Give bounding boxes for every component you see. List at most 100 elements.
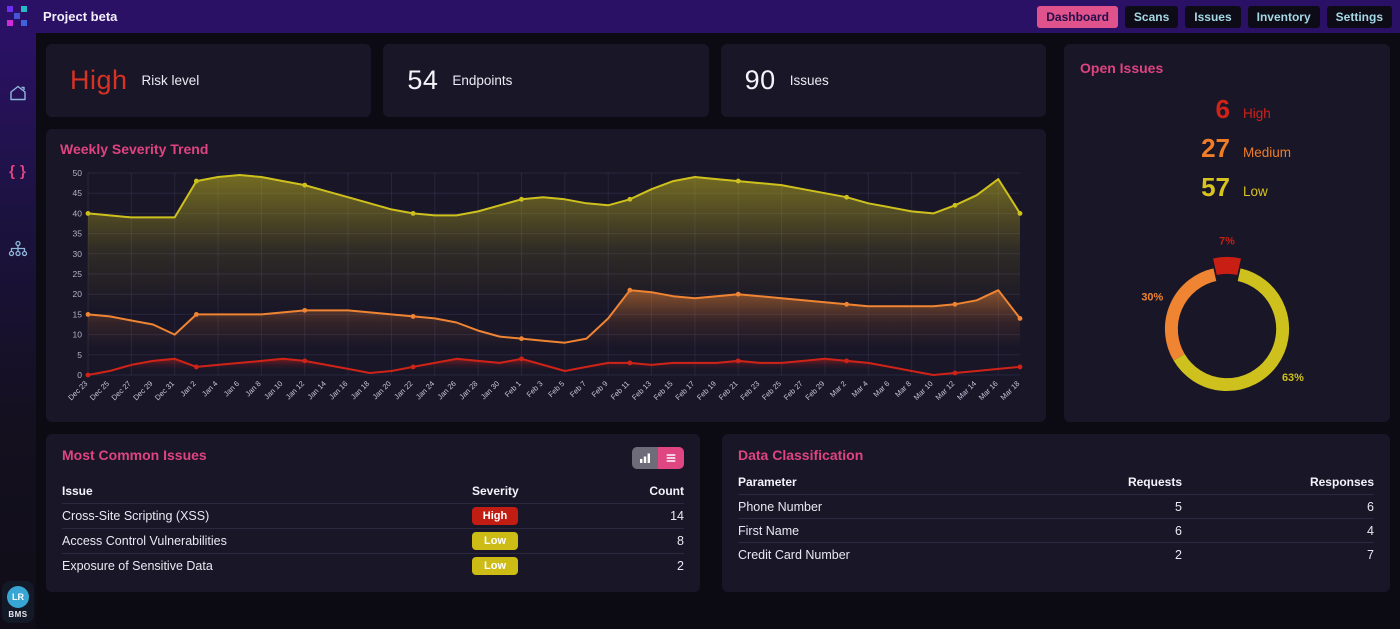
svg-text:Feb 25: Feb 25 bbox=[760, 379, 783, 402]
endpoints-value: 54 bbox=[407, 65, 439, 95]
chart-view-button[interactable] bbox=[632, 447, 658, 469]
svg-text:Mar 6: Mar 6 bbox=[871, 379, 891, 399]
svg-text:Feb 27: Feb 27 bbox=[782, 379, 805, 402]
requests-value: 6 bbox=[1175, 523, 1182, 538]
open-issues-count: 6 bbox=[1215, 94, 1230, 124]
most-common-issues-title: Most Common Issues bbox=[62, 447, 207, 463]
issue-name: Exposure of Sensitive Data bbox=[62, 559, 213, 573]
svg-text:Feb 11: Feb 11 bbox=[609, 379, 631, 401]
svg-text:Jan 20: Jan 20 bbox=[371, 379, 393, 401]
network-icon[interactable] bbox=[6, 237, 30, 261]
svg-text:10: 10 bbox=[73, 330, 83, 340]
responses-value: 7 bbox=[1367, 547, 1374, 562]
severity-badge: High bbox=[472, 507, 518, 525]
svg-text:Feb 29: Feb 29 bbox=[803, 379, 826, 402]
svg-text:Mar 14: Mar 14 bbox=[955, 379, 978, 402]
svg-text:5: 5 bbox=[77, 350, 82, 360]
user-card[interactable]: LR BMS bbox=[2, 581, 34, 623]
donut-label-low: 63% bbox=[1282, 372, 1304, 384]
svg-text:30: 30 bbox=[73, 249, 83, 259]
svg-text:Feb 23: Feb 23 bbox=[738, 379, 761, 402]
open-issues-count: 57 bbox=[1201, 172, 1230, 202]
open-issues-panel: Open Issues 6 High 27 Medium 57 Low 7% 63% 30% bbox=[1064, 44, 1390, 422]
col-parameter: Parameter bbox=[738, 475, 797, 489]
svg-text:Jan 18: Jan 18 bbox=[349, 379, 371, 401]
svg-text:Jan 6: Jan 6 bbox=[222, 379, 241, 398]
svg-text:Feb 21: Feb 21 bbox=[717, 379, 740, 402]
svg-text:Jan 10: Jan 10 bbox=[262, 379, 284, 401]
requests-value: 5 bbox=[1175, 499, 1182, 514]
user-avatar-label: BMS bbox=[8, 610, 28, 619]
issue-row: Access Control Vulnerabilities Low 8 bbox=[62, 528, 684, 553]
list-view-button[interactable] bbox=[658, 447, 684, 469]
trend-panel-title: Weekly Severity Trend bbox=[60, 141, 209, 157]
view-toggle bbox=[632, 447, 684, 469]
endpoints-card: 54 Endpoints bbox=[383, 44, 709, 117]
svg-text:Mar 18: Mar 18 bbox=[999, 379, 1022, 402]
nav-tab-inventory[interactable]: Inventory bbox=[1247, 5, 1320, 28]
nav-tab-scans[interactable]: Scans bbox=[1124, 5, 1179, 28]
weekly-severity-trend-panel: Weekly Severity Trend 0 5 10 15 20 25 30 35 40 45… bbox=[46, 129, 1046, 422]
issue-row: Exposure of Sensitive Data Low 2 bbox=[62, 553, 684, 578]
svg-text:Mar 8: Mar 8 bbox=[893, 379, 913, 399]
svg-text:Feb 5: Feb 5 bbox=[546, 379, 566, 399]
col-responses: Responses bbox=[1309, 475, 1374, 489]
user-avatar[interactable]: LR bbox=[7, 586, 29, 608]
severity-badge: Low bbox=[472, 532, 518, 550]
svg-text:Feb 19: Feb 19 bbox=[695, 379, 718, 402]
svg-text:Feb 13: Feb 13 bbox=[630, 379, 653, 402]
svg-text:Feb 9: Feb 9 bbox=[590, 379, 610, 399]
svg-text:Dec 29: Dec 29 bbox=[131, 379, 154, 402]
svg-text:Mar 4: Mar 4 bbox=[850, 379, 870, 399]
svg-text:Mar 16: Mar 16 bbox=[977, 379, 1000, 402]
issue-count: 14 bbox=[670, 509, 684, 523]
open-issues-item-high: 6 High bbox=[1080, 94, 1374, 125]
responses-value: 4 bbox=[1367, 523, 1374, 538]
home-icon[interactable] bbox=[6, 81, 30, 105]
svg-text:Mar 2: Mar 2 bbox=[828, 379, 848, 399]
classification-row: Credit Card Number 2 7 bbox=[738, 542, 1374, 566]
bar-chart-icon bbox=[640, 453, 650, 463]
data-classification-title: Data Classification bbox=[738, 447, 864, 463]
col-requests: Requests bbox=[1127, 475, 1182, 489]
issue-count: 2 bbox=[677, 559, 684, 573]
responses-value: 6 bbox=[1367, 499, 1374, 514]
open-issues-donut: 7% 63% 30% bbox=[1141, 236, 1304, 391]
nav-tab-dashboard[interactable]: Dashboard bbox=[1037, 5, 1118, 28]
col-count: Count bbox=[649, 484, 684, 498]
risk-level-label: Risk level bbox=[141, 73, 200, 88]
top-navigation: Dashboard Scans Issues Inventory Settings bbox=[1037, 5, 1392, 28]
svg-text:50: 50 bbox=[73, 168, 83, 178]
svg-text:Feb 7: Feb 7 bbox=[568, 379, 588, 399]
svg-text:Feb 15: Feb 15 bbox=[652, 379, 675, 402]
risk-level-card: High Risk level bbox=[46, 44, 372, 117]
requests-value: 2 bbox=[1175, 547, 1182, 562]
open-issues-label: Low bbox=[1243, 184, 1268, 199]
parameter-name: Credit Card Number bbox=[738, 547, 850, 562]
table-header-row: Issue Severity Count bbox=[62, 479, 684, 503]
svg-text:Jan 22: Jan 22 bbox=[392, 379, 414, 401]
svg-text:0: 0 bbox=[77, 370, 82, 380]
col-issue: Issue bbox=[62, 484, 93, 498]
nav-tab-settings[interactable]: Settings bbox=[1326, 5, 1392, 28]
most-common-issues-table: Issue Severity Count Cross-Site Scriptin… bbox=[62, 479, 684, 578]
data-classification-table: Parameter Requests Responses Phone Numbe… bbox=[738, 470, 1374, 566]
classification-row: Phone Number 5 6 bbox=[738, 494, 1374, 518]
svg-text:Dec 27: Dec 27 bbox=[110, 379, 133, 402]
svg-text:Jan 24: Jan 24 bbox=[414, 379, 436, 401]
donut-label-high: 7% bbox=[1219, 236, 1235, 248]
nav-tab-issues[interactable]: Issues bbox=[1185, 5, 1241, 28]
open-issues-title: Open Issues bbox=[1080, 60, 1164, 76]
data-classification-panel: Data Classification Parameter Requests R… bbox=[722, 434, 1390, 592]
issues-card: 90 Issues bbox=[720, 44, 1046, 117]
issue-row: Cross-Site Scripting (XSS) High 14 bbox=[62, 503, 684, 528]
svg-text:Jan 14: Jan 14 bbox=[306, 379, 328, 401]
stats-row: High Risk level 54 Endpoints 90 Issues bbox=[46, 44, 1046, 117]
svg-text:Jan 12: Jan 12 bbox=[284, 379, 306, 401]
donut-label-medium: 30% bbox=[1141, 292, 1163, 304]
svg-text:Feb 3: Feb 3 bbox=[525, 379, 545, 399]
app-logo-icon[interactable] bbox=[7, 5, 29, 28]
svg-text:Dec 25: Dec 25 bbox=[88, 379, 111, 402]
svg-text:Dec 31: Dec 31 bbox=[153, 379, 176, 402]
braces-icon[interactable]: { } bbox=[9, 162, 27, 180]
